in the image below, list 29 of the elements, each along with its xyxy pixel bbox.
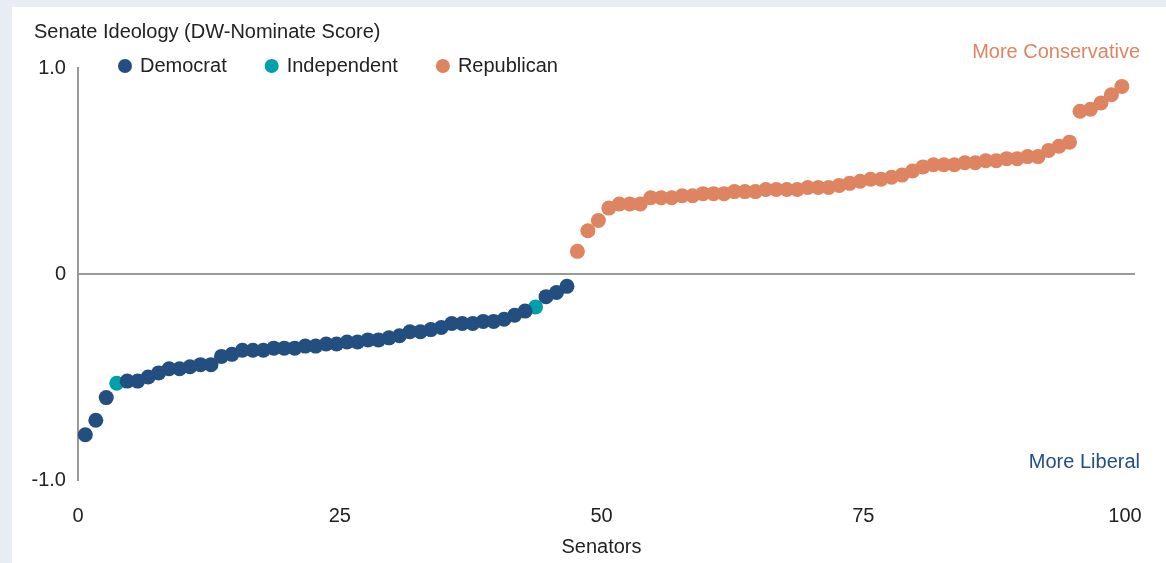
point — [1062, 134, 1078, 150]
y-tick-label: 1.0 — [38, 55, 66, 78]
x-axis-title: Senators — [561, 534, 642, 557]
point — [517, 303, 533, 319]
point — [590, 212, 606, 228]
text: More Conservative — [972, 39, 1140, 62]
point — [1103, 87, 1119, 103]
y-tick-label: 0 — [54, 261, 66, 284]
point — [203, 357, 219, 373]
point — [77, 427, 93, 443]
point — [98, 390, 114, 406]
point — [559, 278, 575, 294]
legend-label: Independent — [286, 53, 399, 76]
legend-label: Republican — [457, 53, 558, 76]
x-tick-label: 25 — [328, 503, 351, 526]
point — [580, 223, 596, 239]
y-axis-title: Senate Ideology (DW-Nominate Score) — [34, 19, 381, 42]
point — [88, 412, 104, 428]
legend-label: Democrat — [140, 53, 228, 76]
x-tick-label: 100 — [1108, 503, 1142, 526]
point — [548, 285, 564, 301]
point — [1114, 79, 1130, 95]
x-tick-label: 75 — [852, 503, 875, 526]
x-tick-label: 50 — [590, 503, 613, 526]
x-tick-label: 0 — [72, 503, 84, 526]
annotation: More Liberal — [1028, 449, 1140, 472]
point — [569, 243, 585, 259]
y-tick-label: -1.0 — [31, 467, 66, 490]
point — [1093, 95, 1109, 111]
